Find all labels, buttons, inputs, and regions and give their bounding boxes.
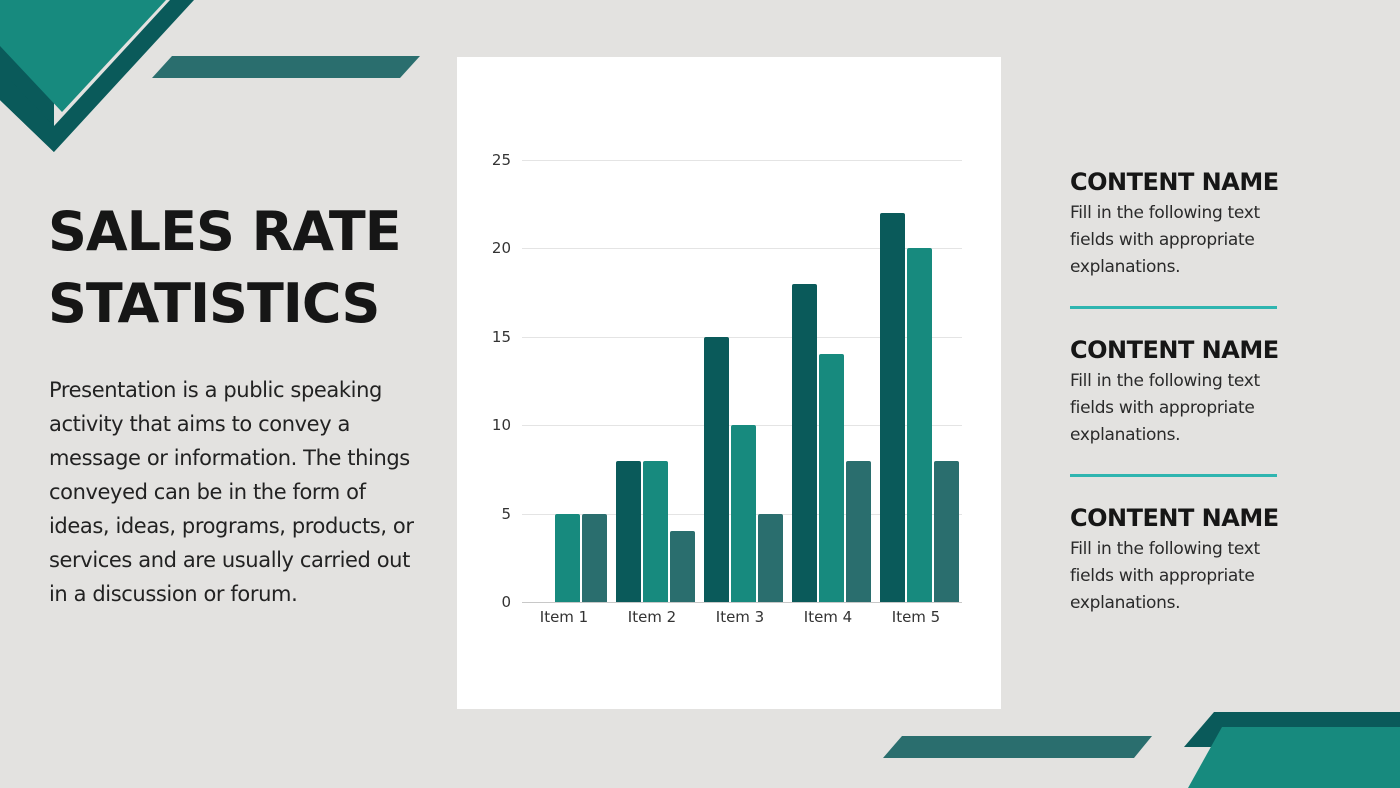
- slide-description: Presentation is a public speaking activi…: [49, 378, 414, 606]
- bar-item-2-series-3: [670, 531, 695, 602]
- bar-item-3-series-3: [758, 513, 783, 602]
- bar-item-3-series-2: [731, 425, 756, 602]
- bar-item-4-series-2: [819, 354, 844, 602]
- y-tick-label: 15: [491, 327, 511, 346]
- x-tick-label: Item 3: [715, 608, 765, 626]
- bar-item-3-series-1: [704, 336, 729, 602]
- content-block-2: CONTENT NAME Fill in the following text …: [1070, 332, 1280, 500]
- y-tick-label: 10: [491, 416, 511, 435]
- gridline: [522, 336, 962, 338]
- bar-item-4-series-3: [846, 460, 871, 602]
- bar-item-1-series-2: [555, 513, 580, 602]
- content-block-1: CONTENT NAME Fill in the following text …: [1070, 164, 1280, 332]
- content-block-3: CONTENT NAME Fill in the following text …: [1070, 500, 1280, 668]
- content-text: Fill in the following text fields with a…: [1070, 371, 1260, 445]
- x-axis-line: [522, 602, 962, 603]
- x-tick-label: Item 5: [891, 608, 941, 626]
- bar-item-2-series-1: [616, 460, 641, 602]
- content-title: CONTENT NAME: [1070, 336, 1279, 364]
- content-text: Fill in the following text fields with a…: [1070, 203, 1260, 277]
- title-line-1: SALES RATE: [48, 200, 402, 263]
- y-tick-label: 0: [501, 593, 511, 611]
- slide-title: SALES RATE STATISTICS: [48, 196, 448, 340]
- top-bar-decoration: [152, 56, 420, 78]
- content-text: Fill in the following text fields with a…: [1070, 539, 1260, 613]
- bar-item-4-series-1: [792, 283, 817, 602]
- chart-card: 0 5 10 15 20 25 Item 1 Item 2 Item 3 Item 4 Item 5: [457, 57, 1001, 709]
- content-title: CONTENT NAME: [1070, 168, 1279, 196]
- title-line-2: STATISTICS: [48, 272, 380, 335]
- bottom-bar-decoration: [883, 736, 1152, 758]
- content-title: CONTENT NAME: [1070, 504, 1279, 532]
- bottom-right-corner-decoration: [1184, 712, 1400, 788]
- y-tick-label: 5: [501, 504, 511, 523]
- bar-item-5-series-2: [907, 248, 932, 602]
- bar-item-2-series-2: [643, 460, 668, 602]
- content-list: CONTENT NAME Fill in the following text …: [1070, 164, 1280, 668]
- bar-item-5-series-3: [934, 460, 959, 602]
- top-left-chevron-decoration: [0, 0, 194, 152]
- y-tick-label: 25: [491, 151, 511, 169]
- x-tick-label: Item 2: [627, 608, 677, 626]
- x-tick-label: Item 1: [539, 608, 589, 626]
- y-tick-label: 20: [491, 239, 511, 258]
- gridline: [522, 248, 962, 250]
- bar-item-1-series-3: [582, 513, 607, 602]
- gridline: [522, 160, 962, 161]
- divider-line: [1070, 474, 1277, 477]
- divider-line: [1070, 306, 1277, 309]
- bar-item-5-series-1: [880, 213, 905, 602]
- x-tick-label: Item 4: [803, 608, 853, 626]
